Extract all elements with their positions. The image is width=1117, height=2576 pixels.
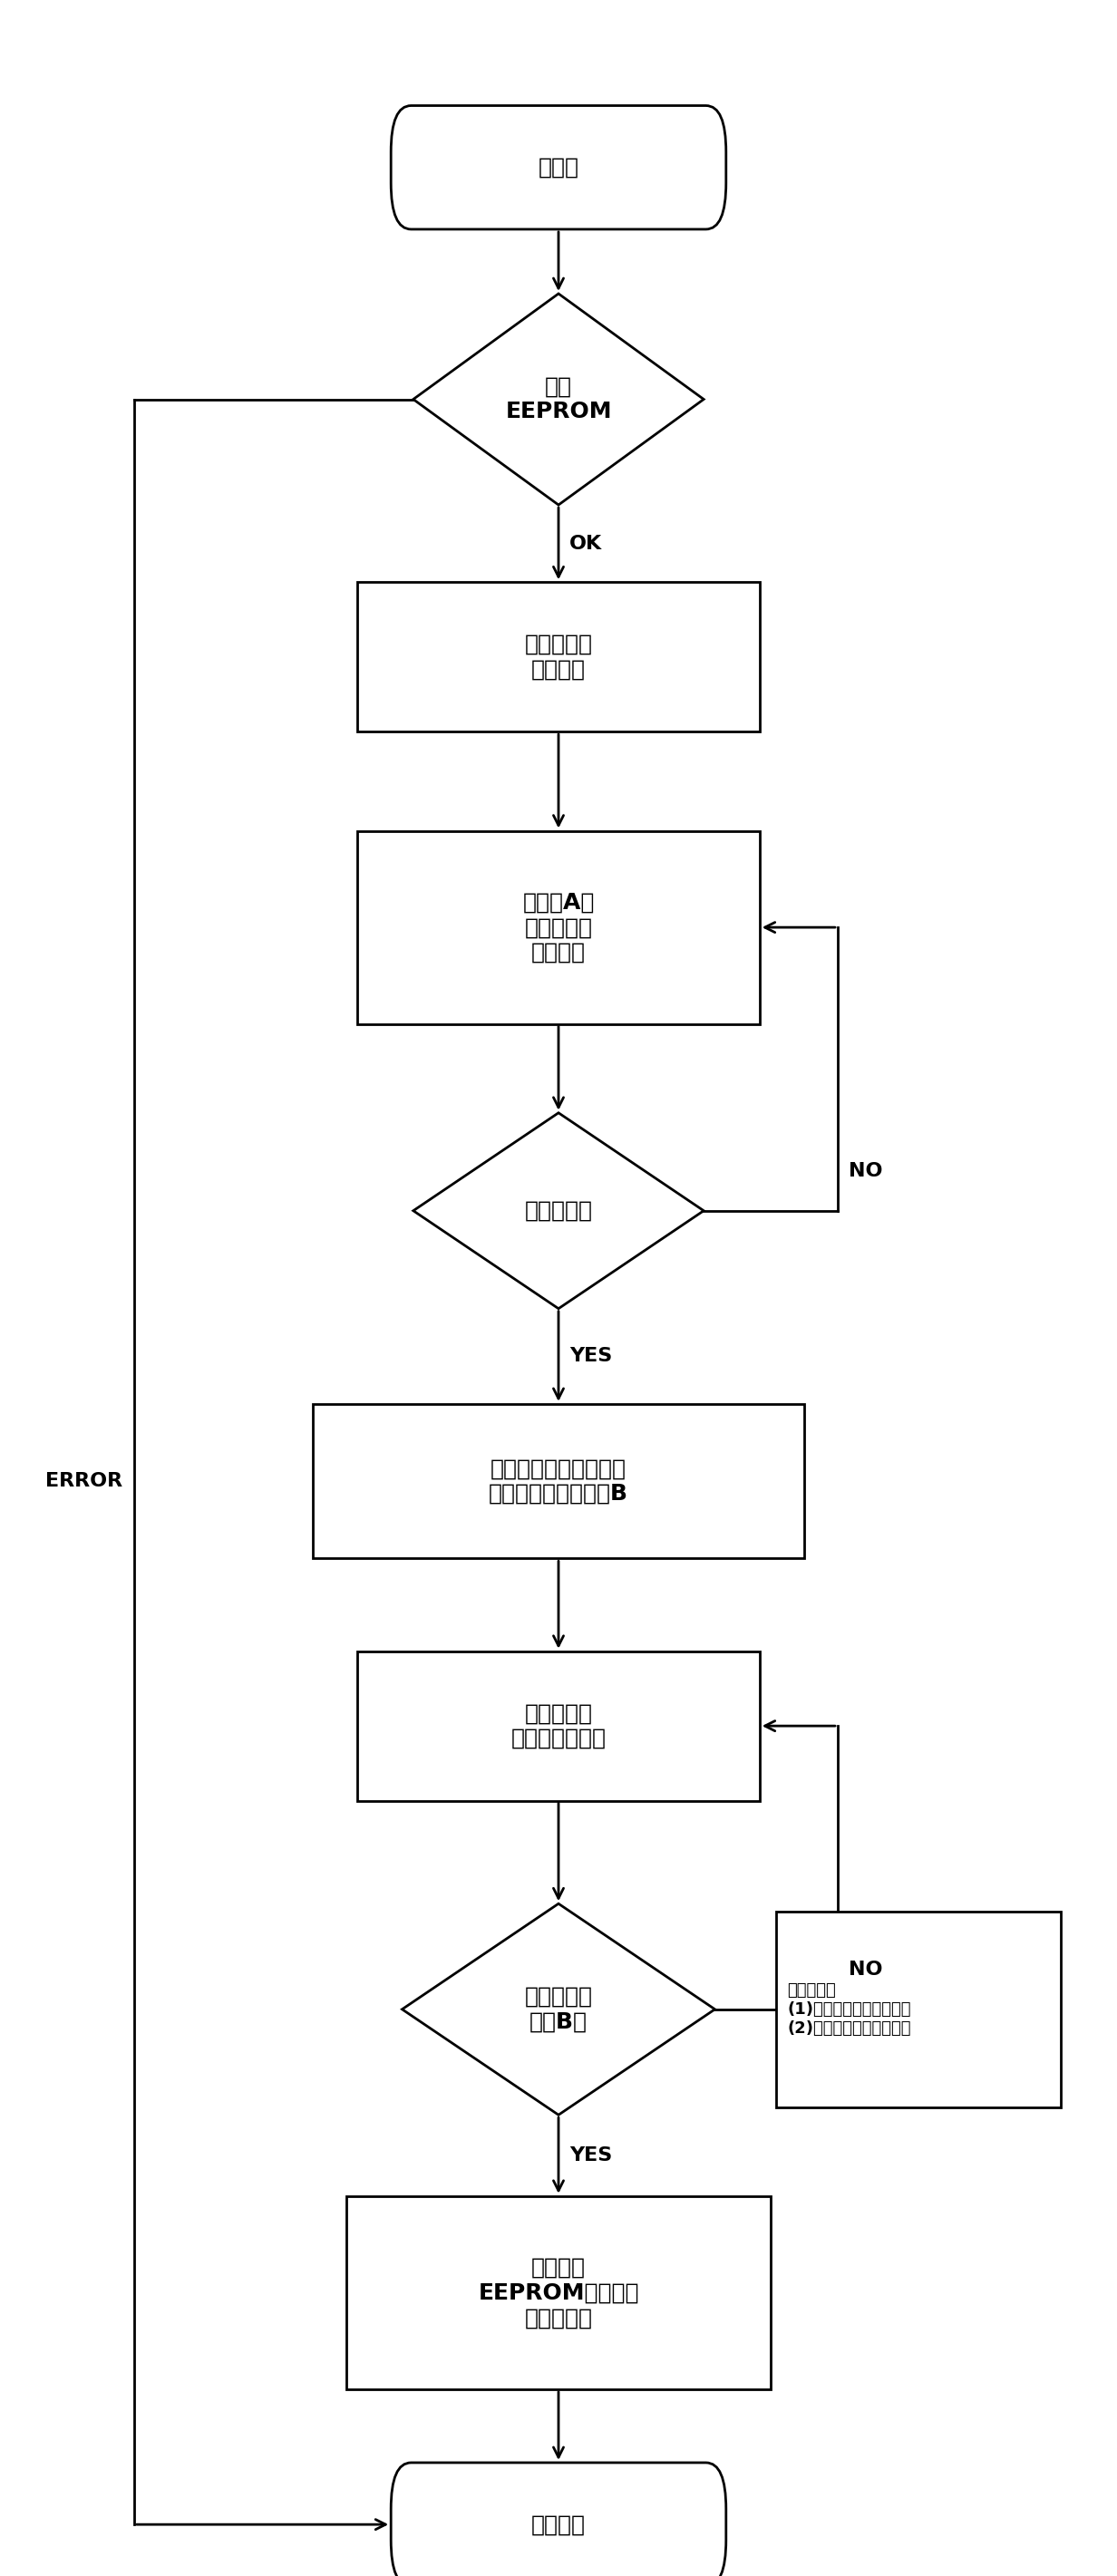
Text: NO: NO (849, 1960, 882, 1978)
Text: 备份待改写
地址数据: 备份待改写 地址数据 (525, 634, 592, 680)
Text: YES: YES (570, 2146, 612, 2164)
Text: 指针返回首个写入地址
并且写入另一个数据B: 指针返回首个写入地址 并且写入另一个数据B (489, 1458, 628, 1504)
FancyBboxPatch shape (391, 2463, 726, 2576)
Text: 判断结束: 判断结束 (532, 2514, 585, 2535)
Text: 写入完成？: 写入完成？ (525, 1200, 592, 1221)
Polygon shape (413, 1113, 704, 1309)
Text: NO: NO (849, 1162, 882, 1180)
Bar (357, 1651, 760, 1801)
Bar (776, 1911, 1061, 2107)
FancyBboxPatch shape (391, 106, 726, 229)
Text: 检测
EEPROM: 检测 EEPROM (505, 376, 612, 422)
Text: ERROR: ERROR (46, 1471, 123, 1492)
Text: 读取下一个
写入地址的数据: 读取下一个 写入地址的数据 (510, 1703, 607, 1749)
Text: 出错或读得
数据B？: 出错或读得 数据B？ (525, 1986, 592, 2032)
Bar (357, 829, 760, 1023)
Text: 综合判断：
(1)溢出地址读写出错判断
(2)溢出地址数据覆盖判断: 综合判断： (1)溢出地址读写出错判断 (2)溢出地址数据覆盖判断 (787, 1984, 911, 2035)
Polygon shape (402, 1904, 715, 2115)
Text: 写数据A至
差异空间内
任意地址: 写数据A至 差异空间内 任意地址 (523, 891, 594, 963)
Text: YES: YES (570, 1347, 612, 1365)
Bar (346, 2195, 771, 2391)
Text: OK: OK (570, 533, 602, 554)
Text: 初始化: 初始化 (538, 157, 579, 178)
Polygon shape (413, 294, 704, 505)
Text: 取模获得
EEPROM空间大小
并恢复数据: 取模获得 EEPROM空间大小 并恢复数据 (478, 2257, 639, 2329)
Bar (313, 1404, 804, 1558)
Bar (357, 582, 760, 732)
